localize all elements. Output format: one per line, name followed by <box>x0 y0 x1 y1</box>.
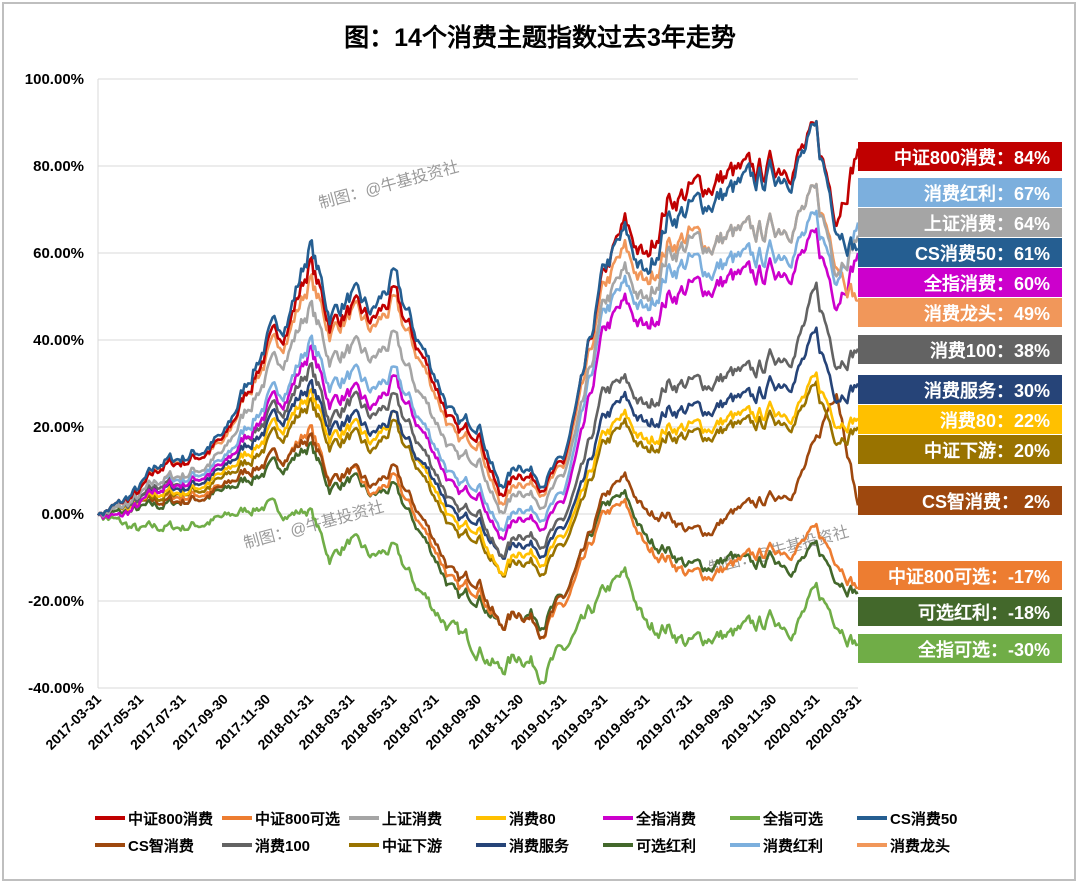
legend-label: CS智消费 <box>128 837 194 855</box>
end-label-box <box>858 238 1062 267</box>
y-tick-label: 60.00% <box>33 245 84 262</box>
series-line <box>97 227 860 541</box>
series-line <box>96 119 859 517</box>
legend-label: 消费100 <box>255 837 310 855</box>
legend-label: 消费红利 <box>763 837 823 855</box>
series-line <box>97 209 860 532</box>
end-label-box <box>858 634 1062 663</box>
legend-label: 消费80 <box>509 810 556 828</box>
y-tick-label: 20.00% <box>33 419 84 436</box>
legend-label: 消费服务 <box>509 837 570 855</box>
chart-title: 图：14个消费主题指数过去3年走势 <box>344 23 736 52</box>
end-label-box <box>858 208 1062 237</box>
end-label-box <box>858 375 1062 404</box>
legend-label: CS消费50 <box>890 810 958 828</box>
series-line <box>97 371 860 577</box>
legend-label: 全指消费 <box>635 810 696 828</box>
series-line <box>97 326 860 560</box>
end-label: 全指可选：-30% <box>917 639 1050 660</box>
end-label: 消费红利：67% <box>924 183 1050 204</box>
end-label-box <box>858 298 1062 327</box>
end-label: CS消费50：61% <box>915 243 1050 264</box>
series-line <box>96 119 860 517</box>
series-line <box>97 380 860 578</box>
end-label: 消费龙头：49% <box>924 303 1050 324</box>
end-label: CS智消费： 2% <box>922 491 1050 512</box>
end-label-box <box>858 435 1062 464</box>
legend-label: 中证800可选 <box>255 810 340 828</box>
end-label-box <box>858 335 1062 364</box>
end-label: 中证800可选：-17% <box>888 566 1050 587</box>
series-line <box>97 497 859 686</box>
series-line <box>97 392 860 640</box>
end-label: 消费100：38% <box>930 340 1050 361</box>
legend-label: 可选红利 <box>636 837 696 855</box>
y-tick-label: 80.00% <box>33 158 84 175</box>
end-label-box <box>858 268 1062 297</box>
y-tick-label: -40.00% <box>28 680 84 697</box>
end-label-box <box>858 405 1062 434</box>
series-line <box>97 441 859 632</box>
end-label: 中证下游：20% <box>924 440 1050 461</box>
end-label: 全指消费：60% <box>923 273 1050 294</box>
end-label: 上证消费：64% <box>924 213 1050 234</box>
legend-label: 消费龙头 <box>890 837 950 855</box>
legend-label: 中证800消费 <box>128 810 213 828</box>
end-label-box <box>858 178 1062 207</box>
y-tick-label: 0.00% <box>41 506 84 523</box>
y-tick-label: 40.00% <box>33 332 84 349</box>
end-label-box <box>858 486 1062 515</box>
legend-label: 中证下游 <box>382 837 442 855</box>
end-label-box <box>858 597 1062 626</box>
end-label: 可选红利：-18% <box>918 602 1050 623</box>
end-label-box <box>858 142 1062 171</box>
legend-label: 全指可选 <box>762 810 823 828</box>
y-tick-label: -20.00% <box>28 593 84 610</box>
series-line <box>97 182 860 518</box>
y-tick-label: 100.00% <box>25 71 84 88</box>
end-label-box <box>858 561 1062 590</box>
legend-label: 上证消费 <box>382 810 442 828</box>
end-label: 消费服务：30% <box>924 380 1050 401</box>
end-label: 中证800消费：84% <box>894 147 1050 168</box>
end-label: 消费80：22% <box>940 410 1050 431</box>
